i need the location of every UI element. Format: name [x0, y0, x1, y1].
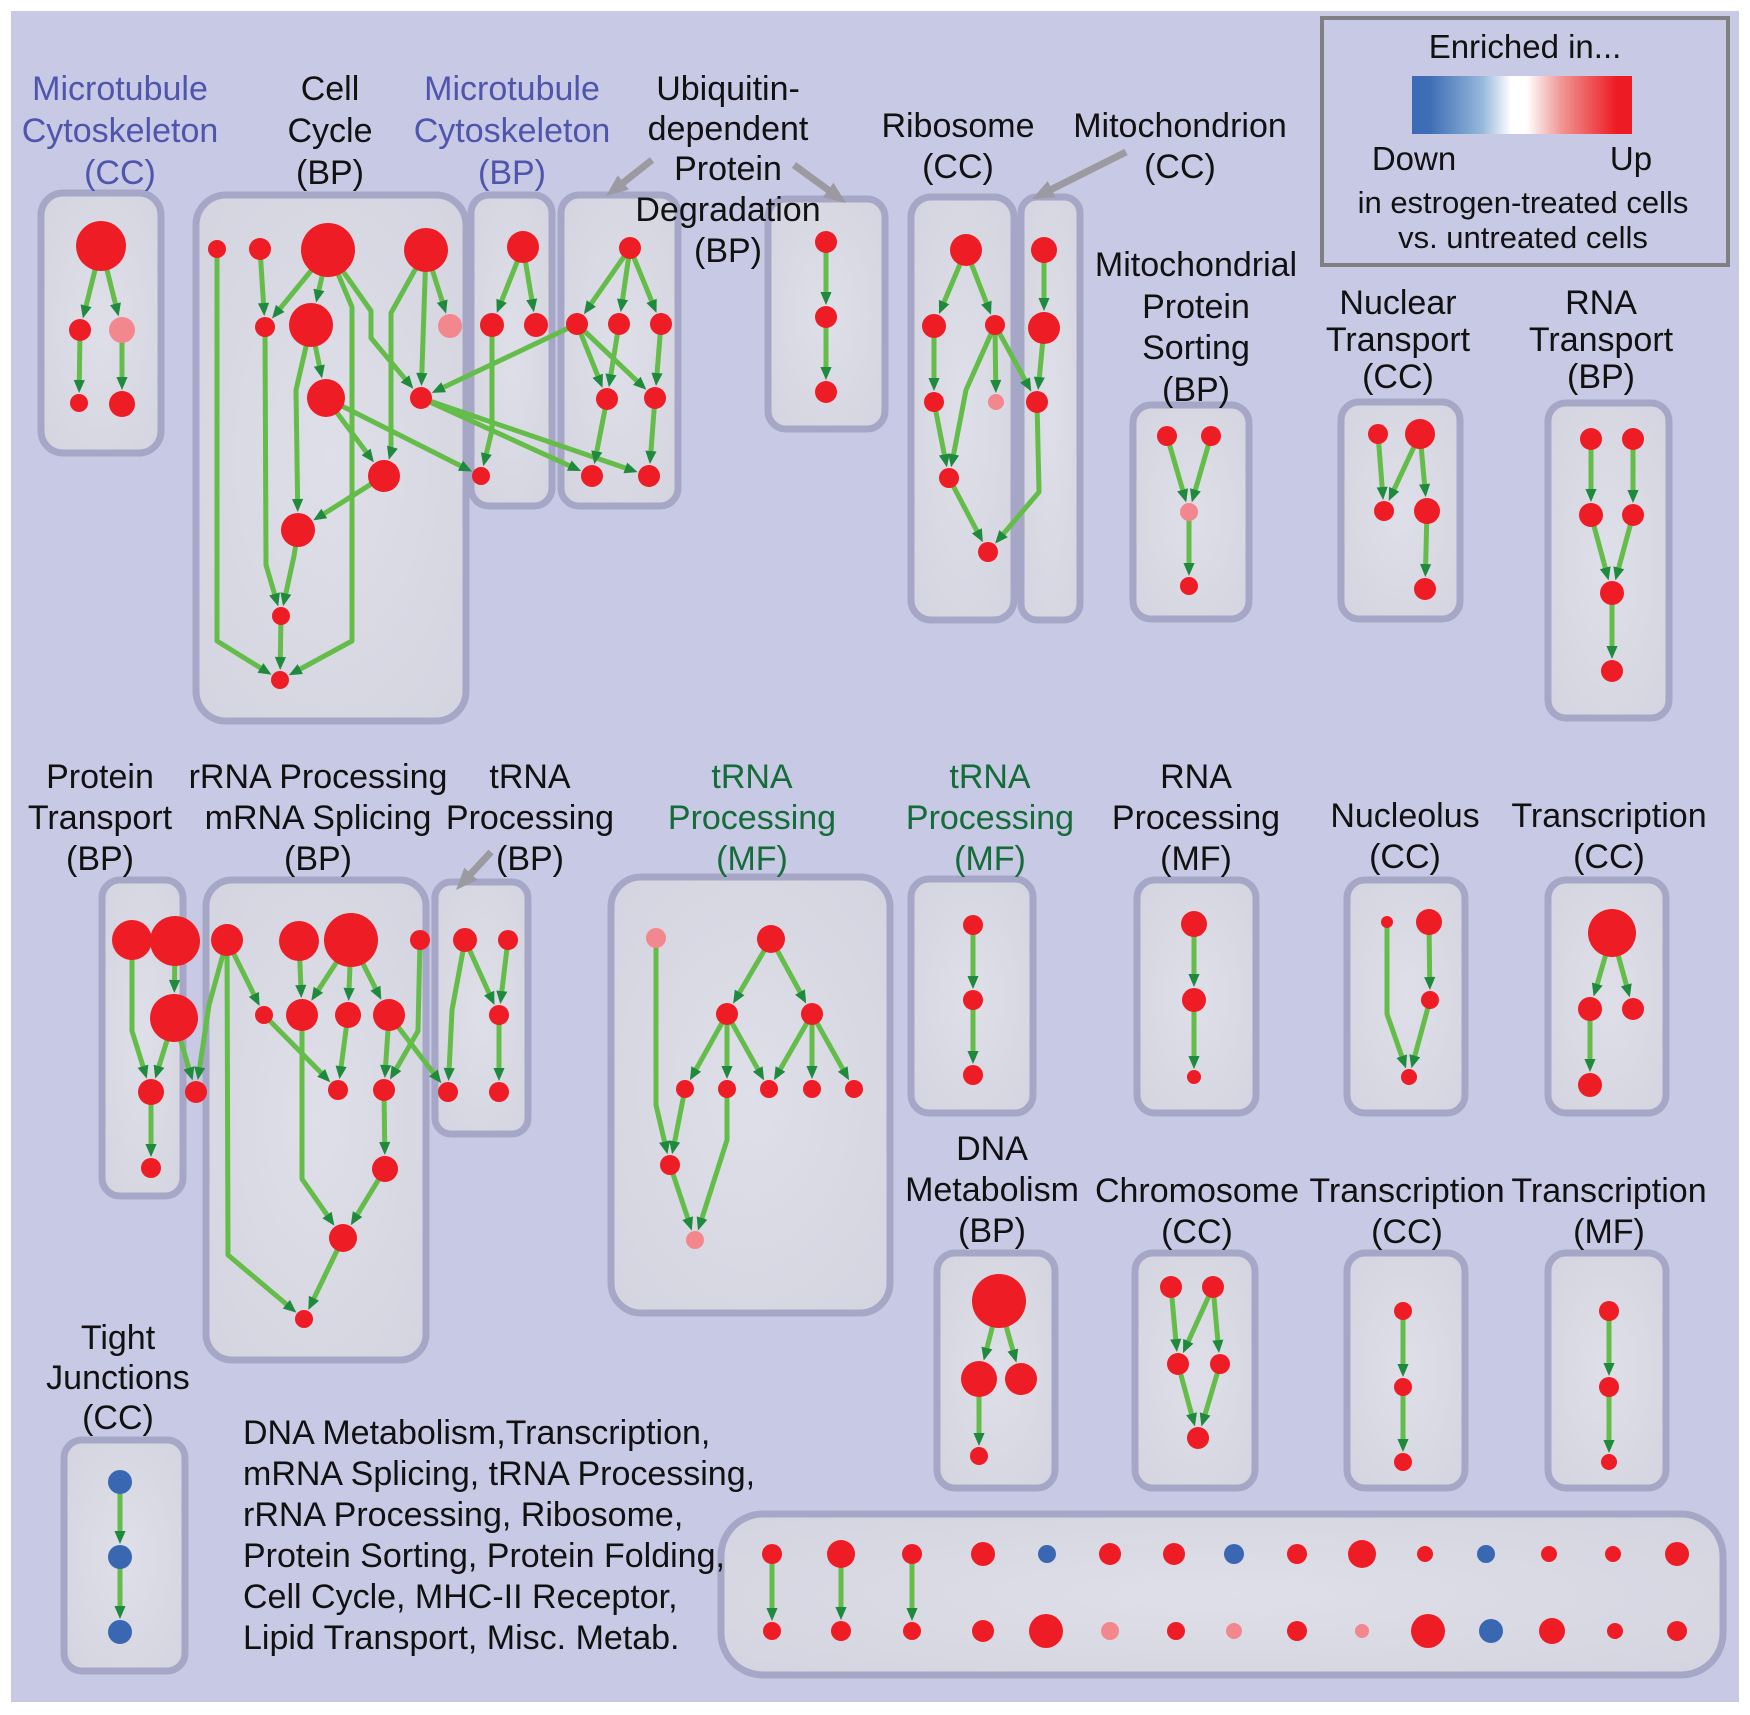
svg-text:(MF): (MF) [1573, 1213, 1645, 1251]
svg-text:Transport: Transport [1529, 321, 1674, 359]
svg-text:Transcription: Transcription [1309, 1172, 1504, 1210]
svg-text:Transport: Transport [28, 799, 173, 837]
svg-text:Cytoskeleton: Cytoskeleton [22, 112, 219, 150]
svg-text:(CC): (CC) [84, 154, 156, 192]
svg-text:Nuclear: Nuclear [1339, 284, 1456, 322]
svg-text:(CC): (CC) [1369, 838, 1441, 876]
svg-text:(BP): (BP) [1162, 371, 1230, 409]
svg-text:Protein: Protein [1142, 288, 1250, 326]
svg-text:(CC): (CC) [1362, 358, 1434, 396]
svg-text:(BP): (BP) [496, 840, 564, 878]
svg-text:(CC): (CC) [922, 148, 994, 186]
svg-text:Transport: Transport [1326, 321, 1471, 359]
svg-text:Protein: Protein [46, 758, 154, 796]
svg-text:Up: Up [1610, 140, 1652, 177]
svg-text:Transcription: Transcription [1511, 1172, 1706, 1210]
svg-text:tRNA: tRNA [949, 758, 1031, 796]
svg-text:Cycle: Cycle [287, 112, 372, 150]
svg-text:rRNA Processing: rRNA Processing [189, 758, 448, 796]
svg-text:(CC): (CC) [1144, 148, 1216, 186]
svg-text:Metabolism: Metabolism [905, 1171, 1079, 1209]
svg-text:Microtubule: Microtubule [32, 70, 208, 108]
svg-text:RNA: RNA [1565, 284, 1637, 322]
svg-text:Nucleolus: Nucleolus [1330, 797, 1479, 835]
svg-text:Mitochondrion: Mitochondrion [1073, 107, 1287, 145]
svg-text:Ribosome: Ribosome [881, 107, 1034, 145]
svg-text:Mitochondrial: Mitochondrial [1095, 246, 1297, 284]
svg-text:Processing: Processing [668, 799, 836, 837]
svg-text:(CC): (CC) [1161, 1213, 1233, 1251]
svg-text:Processing: Processing [1112, 799, 1280, 837]
svg-text:(CC): (CC) [1371, 1213, 1443, 1251]
svg-text:tRNA: tRNA [489, 758, 571, 796]
svg-text:Degradation: Degradation [635, 191, 820, 229]
svg-text:DNA Metabolism,Transcription,: DNA Metabolism,Transcription, [243, 1414, 710, 1452]
svg-text:Transcription: Transcription [1511, 797, 1706, 835]
svg-text:in estrogen-treated cells: in estrogen-treated cells [1358, 185, 1689, 220]
svg-text:Processing: Processing [446, 799, 614, 837]
svg-text:Enriched in...: Enriched in... [1429, 28, 1622, 65]
svg-text:(BP): (BP) [284, 840, 352, 878]
svg-text:(BP): (BP) [478, 154, 546, 192]
svg-text:RNA: RNA [1160, 758, 1232, 796]
svg-text:Sorting: Sorting [1142, 329, 1250, 367]
svg-text:Processing: Processing [906, 799, 1074, 837]
svg-text:(CC): (CC) [1573, 838, 1645, 876]
svg-text:(BP): (BP) [1567, 358, 1635, 396]
svg-text:tRNA: tRNA [711, 758, 793, 796]
svg-text:Cytoskeleton: Cytoskeleton [414, 112, 611, 150]
svg-text:Junctions: Junctions [46, 1359, 190, 1397]
svg-text:Protein: Protein [674, 150, 782, 188]
svg-text:Cell Cycle, MHC-II Receptor,: Cell Cycle, MHC-II Receptor, [243, 1578, 678, 1616]
svg-text:(MF): (MF) [716, 840, 788, 878]
svg-text:mRNA Splicing: mRNA Splicing [205, 799, 432, 837]
svg-text:(BP): (BP) [694, 232, 762, 270]
svg-text:(MF): (MF) [954, 840, 1026, 878]
svg-text:(BP): (BP) [66, 840, 134, 878]
svg-text:Ubiquitin-: Ubiquitin- [656, 70, 800, 108]
svg-text:Down: Down [1372, 140, 1456, 177]
svg-text:(MF): (MF) [1160, 840, 1232, 878]
svg-text:Cell: Cell [301, 70, 360, 108]
svg-text:Microtubule: Microtubule [424, 70, 600, 108]
svg-text:(BP): (BP) [296, 154, 364, 192]
svg-text:mRNA Splicing, tRNA Processing: mRNA Splicing, tRNA Processing, [243, 1455, 755, 1493]
svg-text:(BP): (BP) [958, 1212, 1026, 1250]
svg-text:Lipid Transport, Misc. Metab.: Lipid Transport, Misc. Metab. [243, 1619, 680, 1657]
svg-text:DNA: DNA [956, 1130, 1028, 1168]
svg-text:rRNA Processing, Ribosome,: rRNA Processing, Ribosome, [243, 1496, 683, 1534]
svg-text:Protein Sorting, Protein Foldi: Protein Sorting, Protein Folding, [243, 1537, 725, 1575]
svg-text:vs. untreated cells: vs. untreated cells [1398, 220, 1648, 255]
svg-text:Tight: Tight [81, 1319, 156, 1357]
svg-text:dependent: dependent [648, 110, 809, 148]
svg-text:Chromosome: Chromosome [1095, 1172, 1299, 1210]
svg-text:(CC): (CC) [82, 1399, 154, 1437]
